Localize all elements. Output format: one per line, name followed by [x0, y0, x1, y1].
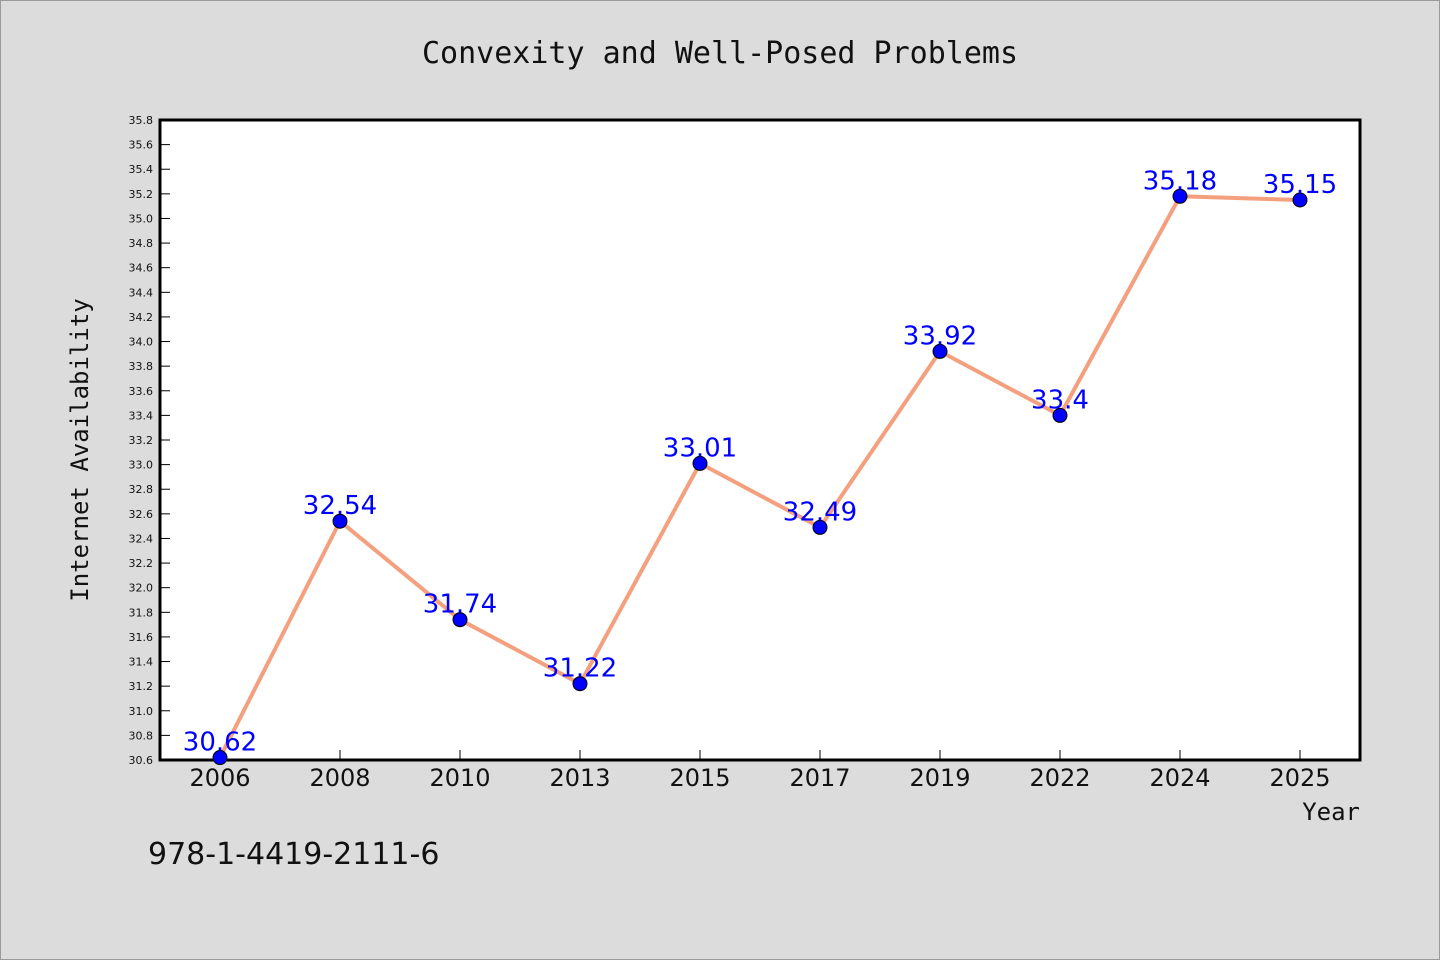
data-label: 33.4 [1031, 385, 1089, 415]
x-tick-label: 2017 [789, 764, 850, 792]
data-point [332, 513, 348, 529]
y-tick-label: 35.2 [129, 188, 154, 201]
data-point [812, 519, 828, 535]
data-point [572, 676, 588, 692]
y-tick-label: 35.6 [129, 139, 154, 152]
y-tick-label: 32.8 [129, 483, 154, 496]
series-line [218, 194, 1301, 759]
y-tick-label: 31.6 [129, 631, 154, 644]
y-tick-label: 33.2 [129, 434, 154, 447]
x-tick-label: 2015 [669, 764, 730, 792]
y-tick-label: 34.0 [129, 336, 154, 349]
y-axis-label: Internet Availability [66, 298, 94, 601]
y-tick-label: 33.8 [129, 360, 154, 373]
y-tick-label: 34.2 [129, 311, 154, 324]
chart-title: Convexity and Well-Posed Problems [422, 36, 1018, 71]
data-labels: 30.62 32.54 31.74 31.22 33.01 32.49 33.92 33.4 3… [183, 166, 1337, 757]
y-tick-label: 33.6 [129, 385, 154, 398]
data-point [212, 750, 228, 766]
y-tick-label: 30.8 [129, 729, 154, 742]
y-tick-label: 31.4 [129, 656, 154, 669]
x-tick-label: 2008 [309, 764, 370, 792]
x-tick-label: 2022 [1029, 764, 1090, 792]
x-axis-ticks: 2006 2008 2010 2013 2015 2017 2019 2022 2024 2025 [189, 750, 1331, 792]
y-tick-label: 31.0 [129, 705, 154, 718]
y-tick-label: 32.2 [129, 557, 154, 570]
y-tick-label: 30.6 [129, 754, 154, 767]
x-tick-label: 2024 [1149, 764, 1210, 792]
y-tick-label: 31.8 [129, 606, 154, 619]
y-tick-label: 34.8 [129, 237, 154, 250]
data-label: 35.15 [1263, 170, 1337, 200]
isbn-footer: 978-1-4419-2111-6 [148, 837, 439, 872]
y-tick-label: 32.6 [129, 508, 154, 521]
y-tick-label: 32.0 [129, 582, 154, 595]
x-tick-label: 2019 [909, 764, 970, 792]
plot-area [158, 118, 1362, 762]
x-tick-label: 2025 [1269, 764, 1330, 792]
data-point [1052, 407, 1068, 423]
y-tick-label: 32.4 [129, 532, 154, 545]
x-tick-label: 2006 [189, 764, 250, 792]
data-point [692, 455, 708, 471]
y-tick-label: 31.2 [129, 680, 154, 693]
data-point [1172, 188, 1188, 204]
x-axis-label: Year [1302, 798, 1360, 826]
data-point [932, 343, 948, 359]
y-tick-label: 35.0 [129, 212, 154, 225]
data-label: 32.54 [303, 491, 377, 521]
x-tick-label: 2010 [429, 764, 490, 792]
y-tick-label: 33.0 [129, 459, 154, 472]
y-tick-label: 35.8 [129, 114, 154, 127]
data-label: 33.01 [663, 433, 737, 463]
data-label: 32.49 [783, 497, 857, 527]
data-point [452, 612, 468, 628]
data-label: 35.18 [1143, 166, 1217, 196]
data-label: 30.62 [183, 728, 257, 758]
y-axis-ticks: 30.6 30.8 31.0 31.2 31.4 31.6 31.8 32.0 32.2 32.4… [129, 114, 170, 767]
y-tick-label: 34.6 [129, 262, 154, 275]
y-tick-label: 35.4 [129, 163, 154, 176]
x-tick-label: 2013 [549, 764, 610, 792]
data-label: 31.74 [423, 590, 497, 620]
data-label: 33.92 [903, 321, 977, 351]
data-label: 31.22 [543, 654, 617, 684]
data-point [1292, 192, 1308, 208]
y-tick-label: 34.4 [129, 286, 154, 299]
data-markers [212, 188, 1308, 766]
series-line-group [218, 194, 1301, 759]
y-tick-label: 33.4 [129, 409, 154, 422]
